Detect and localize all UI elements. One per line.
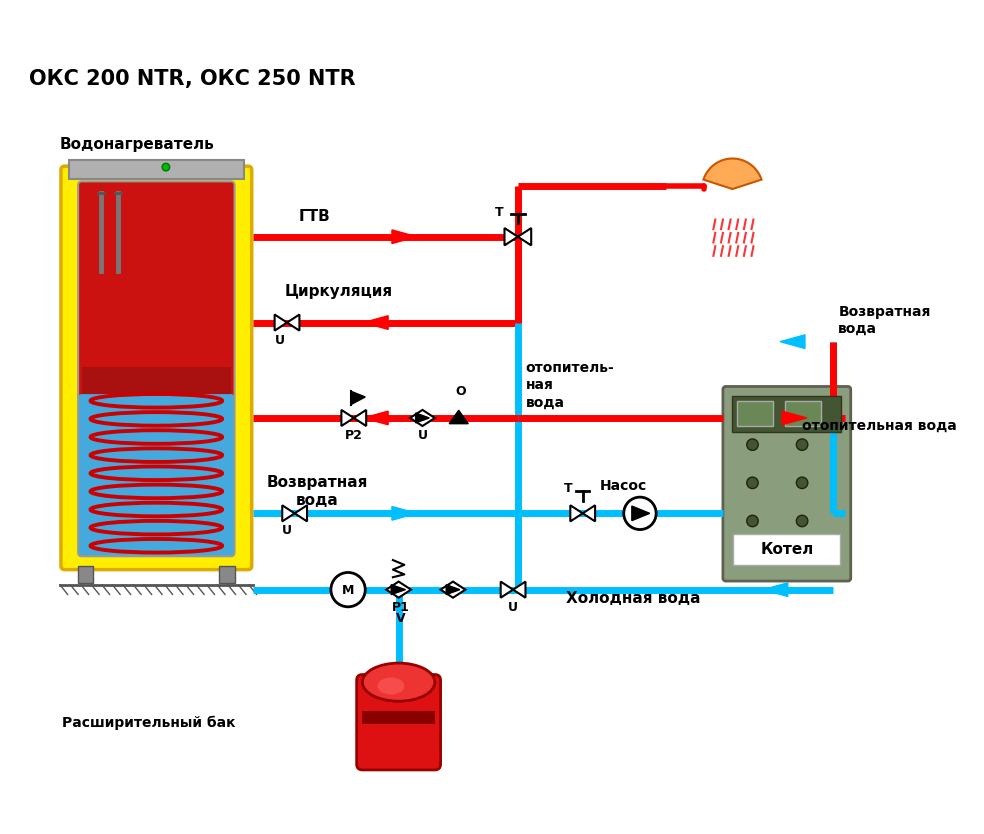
Ellipse shape <box>378 677 404 695</box>
Text: Насос: Насос <box>600 480 647 494</box>
Circle shape <box>624 497 656 530</box>
Polygon shape <box>446 585 460 595</box>
Polygon shape <box>571 505 583 521</box>
Polygon shape <box>441 581 465 598</box>
FancyBboxPatch shape <box>78 394 234 556</box>
Text: отопительная вода: отопительная вода <box>802 419 956 433</box>
Polygon shape <box>518 228 531 245</box>
Bar <box>219 565 234 583</box>
Text: Возвратная
вода: Возвратная вода <box>838 305 931 335</box>
Polygon shape <box>410 409 435 426</box>
Bar <box>82 368 230 405</box>
Polygon shape <box>363 411 388 425</box>
FancyBboxPatch shape <box>356 675 441 770</box>
Bar <box>362 711 435 724</box>
Bar <box>733 535 840 565</box>
Circle shape <box>747 439 759 450</box>
Circle shape <box>796 439 808 450</box>
Text: Возвратная
вода: Возвратная вода <box>267 475 368 508</box>
Text: U: U <box>508 600 519 614</box>
Circle shape <box>796 515 808 527</box>
Ellipse shape <box>362 663 435 701</box>
Text: ГТВ: ГТВ <box>298 209 331 224</box>
FancyBboxPatch shape <box>78 182 234 409</box>
Polygon shape <box>780 334 805 349</box>
Circle shape <box>747 515 759 527</box>
Polygon shape <box>583 505 595 521</box>
Text: U: U <box>275 334 284 347</box>
FancyBboxPatch shape <box>61 166 252 570</box>
Circle shape <box>331 572 365 607</box>
Text: T: T <box>564 482 573 495</box>
Text: M: M <box>341 584 354 597</box>
Polygon shape <box>449 410 468 424</box>
Polygon shape <box>501 581 513 598</box>
Polygon shape <box>505 228 518 245</box>
Text: Котел: Котел <box>761 542 814 557</box>
Text: U: U <box>282 525 292 537</box>
Text: Холодная вода: Холодная вода <box>566 591 700 606</box>
Text: отопитель-
ная
вода: отопитель- ная вода <box>525 361 614 409</box>
Text: P2: P2 <box>344 429 363 442</box>
Text: Циркуляция: Циркуляция <box>284 284 393 299</box>
Bar <box>785 401 822 425</box>
Polygon shape <box>704 158 762 189</box>
Polygon shape <box>282 505 294 521</box>
Polygon shape <box>763 583 788 596</box>
FancyBboxPatch shape <box>723 386 851 581</box>
Circle shape <box>796 477 808 489</box>
Text: ОКС 200 NTR, ОКС 250 NTR: ОКС 200 NTR, ОКС 250 NTR <box>30 69 356 89</box>
Polygon shape <box>287 314 299 330</box>
Polygon shape <box>354 409 366 426</box>
Polygon shape <box>341 409 354 426</box>
Polygon shape <box>392 585 405 595</box>
Text: O: O <box>456 385 466 398</box>
Bar <box>78 565 93 583</box>
Polygon shape <box>415 413 429 423</box>
Polygon shape <box>294 505 307 521</box>
Text: T: T <box>495 206 504 219</box>
Text: U: U <box>417 429 427 442</box>
Bar <box>737 401 773 425</box>
Circle shape <box>747 477 759 489</box>
Text: V: V <box>396 612 405 625</box>
Polygon shape <box>513 581 525 598</box>
Polygon shape <box>392 230 417 244</box>
Text: Водонагреватель: Водонагреватель <box>60 137 215 152</box>
Polygon shape <box>351 391 365 404</box>
Polygon shape <box>782 411 807 425</box>
Polygon shape <box>275 314 287 330</box>
Bar <box>69 160 244 179</box>
Polygon shape <box>632 506 649 520</box>
Polygon shape <box>386 581 411 598</box>
Polygon shape <box>363 316 388 329</box>
Text: P1: P1 <box>392 600 409 614</box>
Circle shape <box>162 163 169 171</box>
Polygon shape <box>392 506 417 520</box>
Text: Расширительный бак: Расширительный бак <box>62 716 235 730</box>
Bar <box>732 396 841 432</box>
